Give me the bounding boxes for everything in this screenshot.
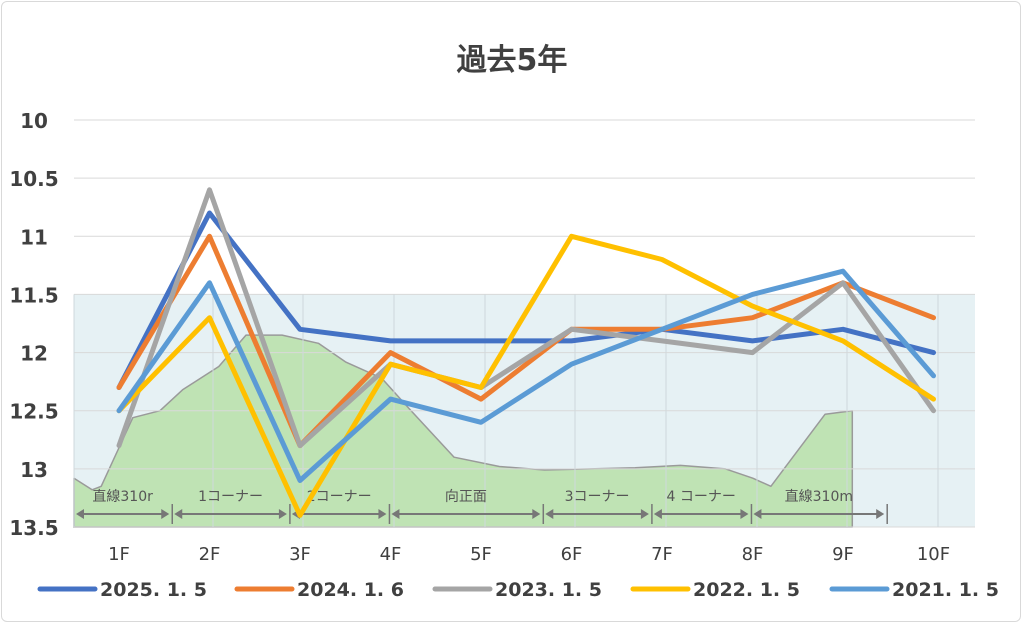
x-tick-label: 9F: [832, 544, 854, 565]
section-arrow-head-right: [740, 509, 749, 519]
y-tick-label: 10: [20, 109, 48, 133]
x-tick-label: 4F: [380, 544, 402, 565]
y-tick-label: 13: [20, 458, 48, 482]
y-tick-label: 11: [20, 225, 48, 249]
section-label: 1コーナー: [198, 489, 263, 505]
series-line-3: [116, 187, 936, 449]
y-tick-label: 10.5: [9, 167, 58, 191]
section-label: 2コーナー: [307, 489, 372, 505]
series-line-2: [116, 233, 936, 449]
y-tick-label: 11.5: [9, 283, 58, 307]
x-tick-label: 1F: [108, 544, 130, 565]
section-arrow-head-right: [161, 509, 170, 519]
section-label: 向正面: [445, 489, 487, 505]
section-arrow-head-left: [391, 509, 400, 519]
series-line-4: [116, 233, 936, 518]
section-arrow-head-left: [653, 509, 662, 519]
legend-label: 2021. 1. 5: [892, 579, 999, 601]
series-line-5: [116, 268, 936, 483]
chart-title: 過去5年: [457, 43, 568, 78]
course-elevation-area: [73, 334, 854, 528]
y-tick-label: 12.5: [9, 400, 58, 424]
series-line-1: [116, 210, 936, 390]
x-tick-label: 10F: [917, 544, 950, 565]
section-arrow-head-left: [174, 509, 183, 519]
section-arrow-head-left: [76, 509, 84, 519]
y-tick-label: 13.5: [9, 516, 58, 540]
section-label: 4 コーナー: [666, 489, 735, 505]
x-tick-label: 8F: [742, 544, 764, 565]
legend-label: 2022. 1. 5: [693, 579, 800, 601]
x-tick-label: 2F: [199, 544, 221, 565]
section-label: 直線310r: [92, 488, 153, 505]
section-label: 3コーナー: [565, 489, 630, 505]
x-tick-label: 7F: [651, 544, 673, 565]
section-arrow-head-left: [753, 509, 762, 519]
y-tick-label: 12: [20, 342, 48, 366]
legend-label: 2024. 1. 6: [297, 579, 404, 601]
section-label: 直線310m: [785, 488, 853, 505]
x-tick-label: 3F: [289, 544, 311, 565]
section-arrow-head-right: [378, 509, 387, 519]
section-arrow-head-right: [640, 509, 649, 519]
x-tick-label: 6F: [561, 544, 583, 565]
legend-label: 2023. 1. 5: [495, 579, 602, 601]
legend-label: 2025. 1. 5: [100, 579, 207, 601]
x-tick-label: 5F: [470, 544, 492, 565]
section-arrow-head-right: [532, 509, 541, 519]
section-arrow-head-right: [876, 509, 885, 519]
section-arrow-head-left: [545, 509, 554, 519]
section-arrow-head-right: [278, 509, 287, 519]
